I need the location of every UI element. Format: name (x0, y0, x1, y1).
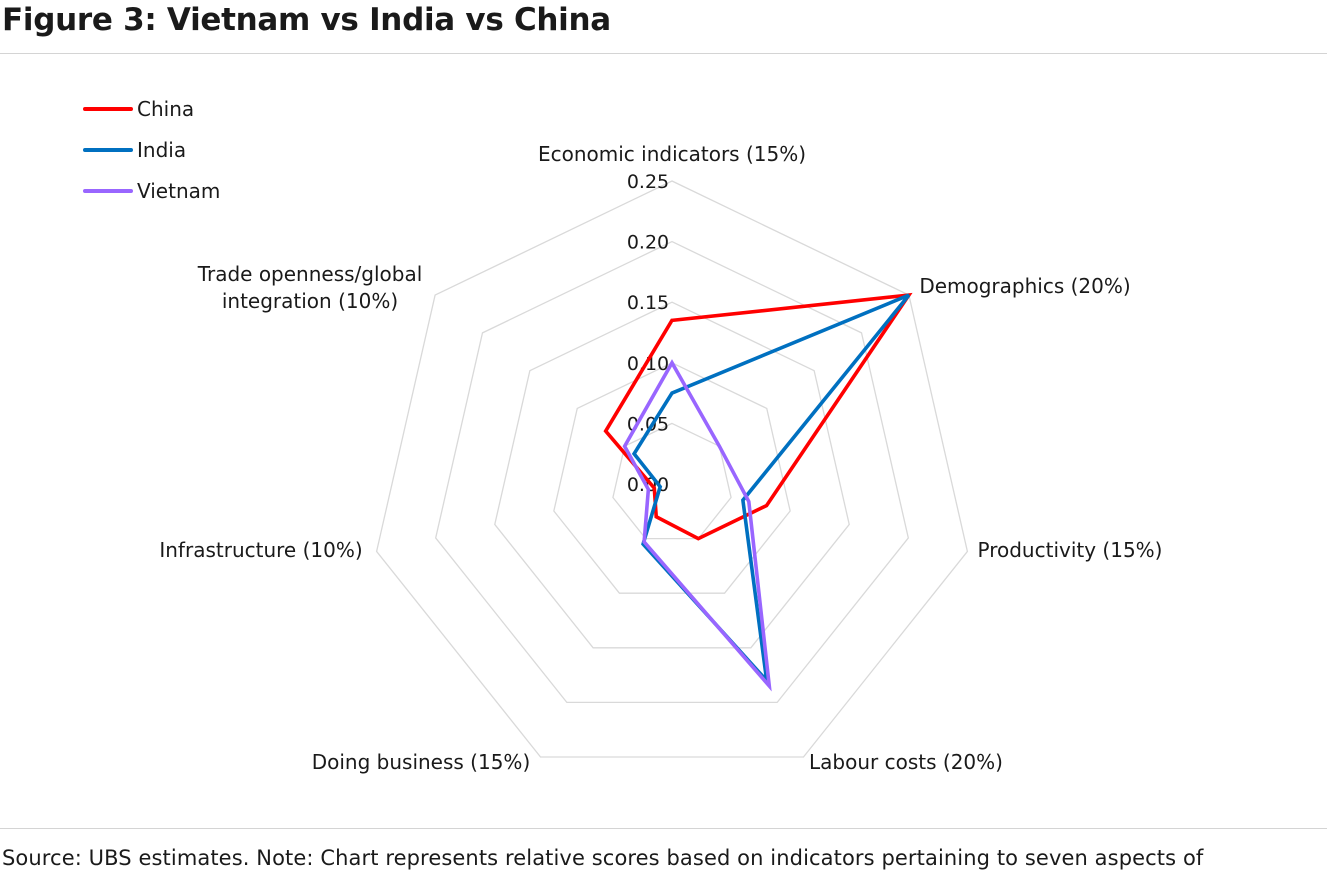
source-note: Source: UBS estimates. Note: Chart repre… (2, 846, 1204, 870)
series-line-vietnam (622, 359, 772, 692)
axis-label: integration (10%) (222, 289, 398, 313)
grid-ring (434, 240, 910, 704)
axis-label: Productivity (15%) (978, 538, 1163, 562)
grid-ring (612, 422, 732, 540)
legend-swatch-china (83, 107, 133, 111)
axis-label: Trade openness/global (197, 262, 423, 286)
legend-swatch-india (83, 148, 133, 152)
grid-ring (494, 301, 850, 649)
grid-ring (553, 362, 791, 594)
r-tick-label: 0.05 (627, 413, 669, 435)
legend-item-vietnam: Vietnam (83, 178, 220, 204)
axis-label: Doing business (15%) (312, 750, 531, 774)
legend-label-india: India (137, 138, 187, 162)
title-divider (0, 53, 1327, 54)
axis-label: Labour costs (20%) (809, 750, 1003, 774)
r-tick-label: 0.20 (627, 232, 669, 254)
legend-item-india: India (83, 137, 186, 163)
legend-label-vietnam: Vietnam (137, 179, 221, 203)
r-tick-label: 0.25 (627, 171, 669, 193)
figure-title: Figure 3: Vietnam vs India vs China (2, 2, 611, 38)
legend-swatch-vietnam (83, 189, 133, 193)
grid-ring (375, 180, 969, 758)
series-line-china (603, 292, 913, 541)
axis-label: Infrastructure (10%) (159, 538, 362, 562)
legend-label-china: China (137, 97, 195, 121)
axis-label: Economic indicators (15%) (538, 142, 806, 166)
source-divider (0, 828, 1327, 829)
r-tick-label: 0.15 (627, 292, 669, 314)
legend-item-china: China (83, 96, 194, 122)
axis-label: Demographics (20%) (919, 274, 1130, 298)
